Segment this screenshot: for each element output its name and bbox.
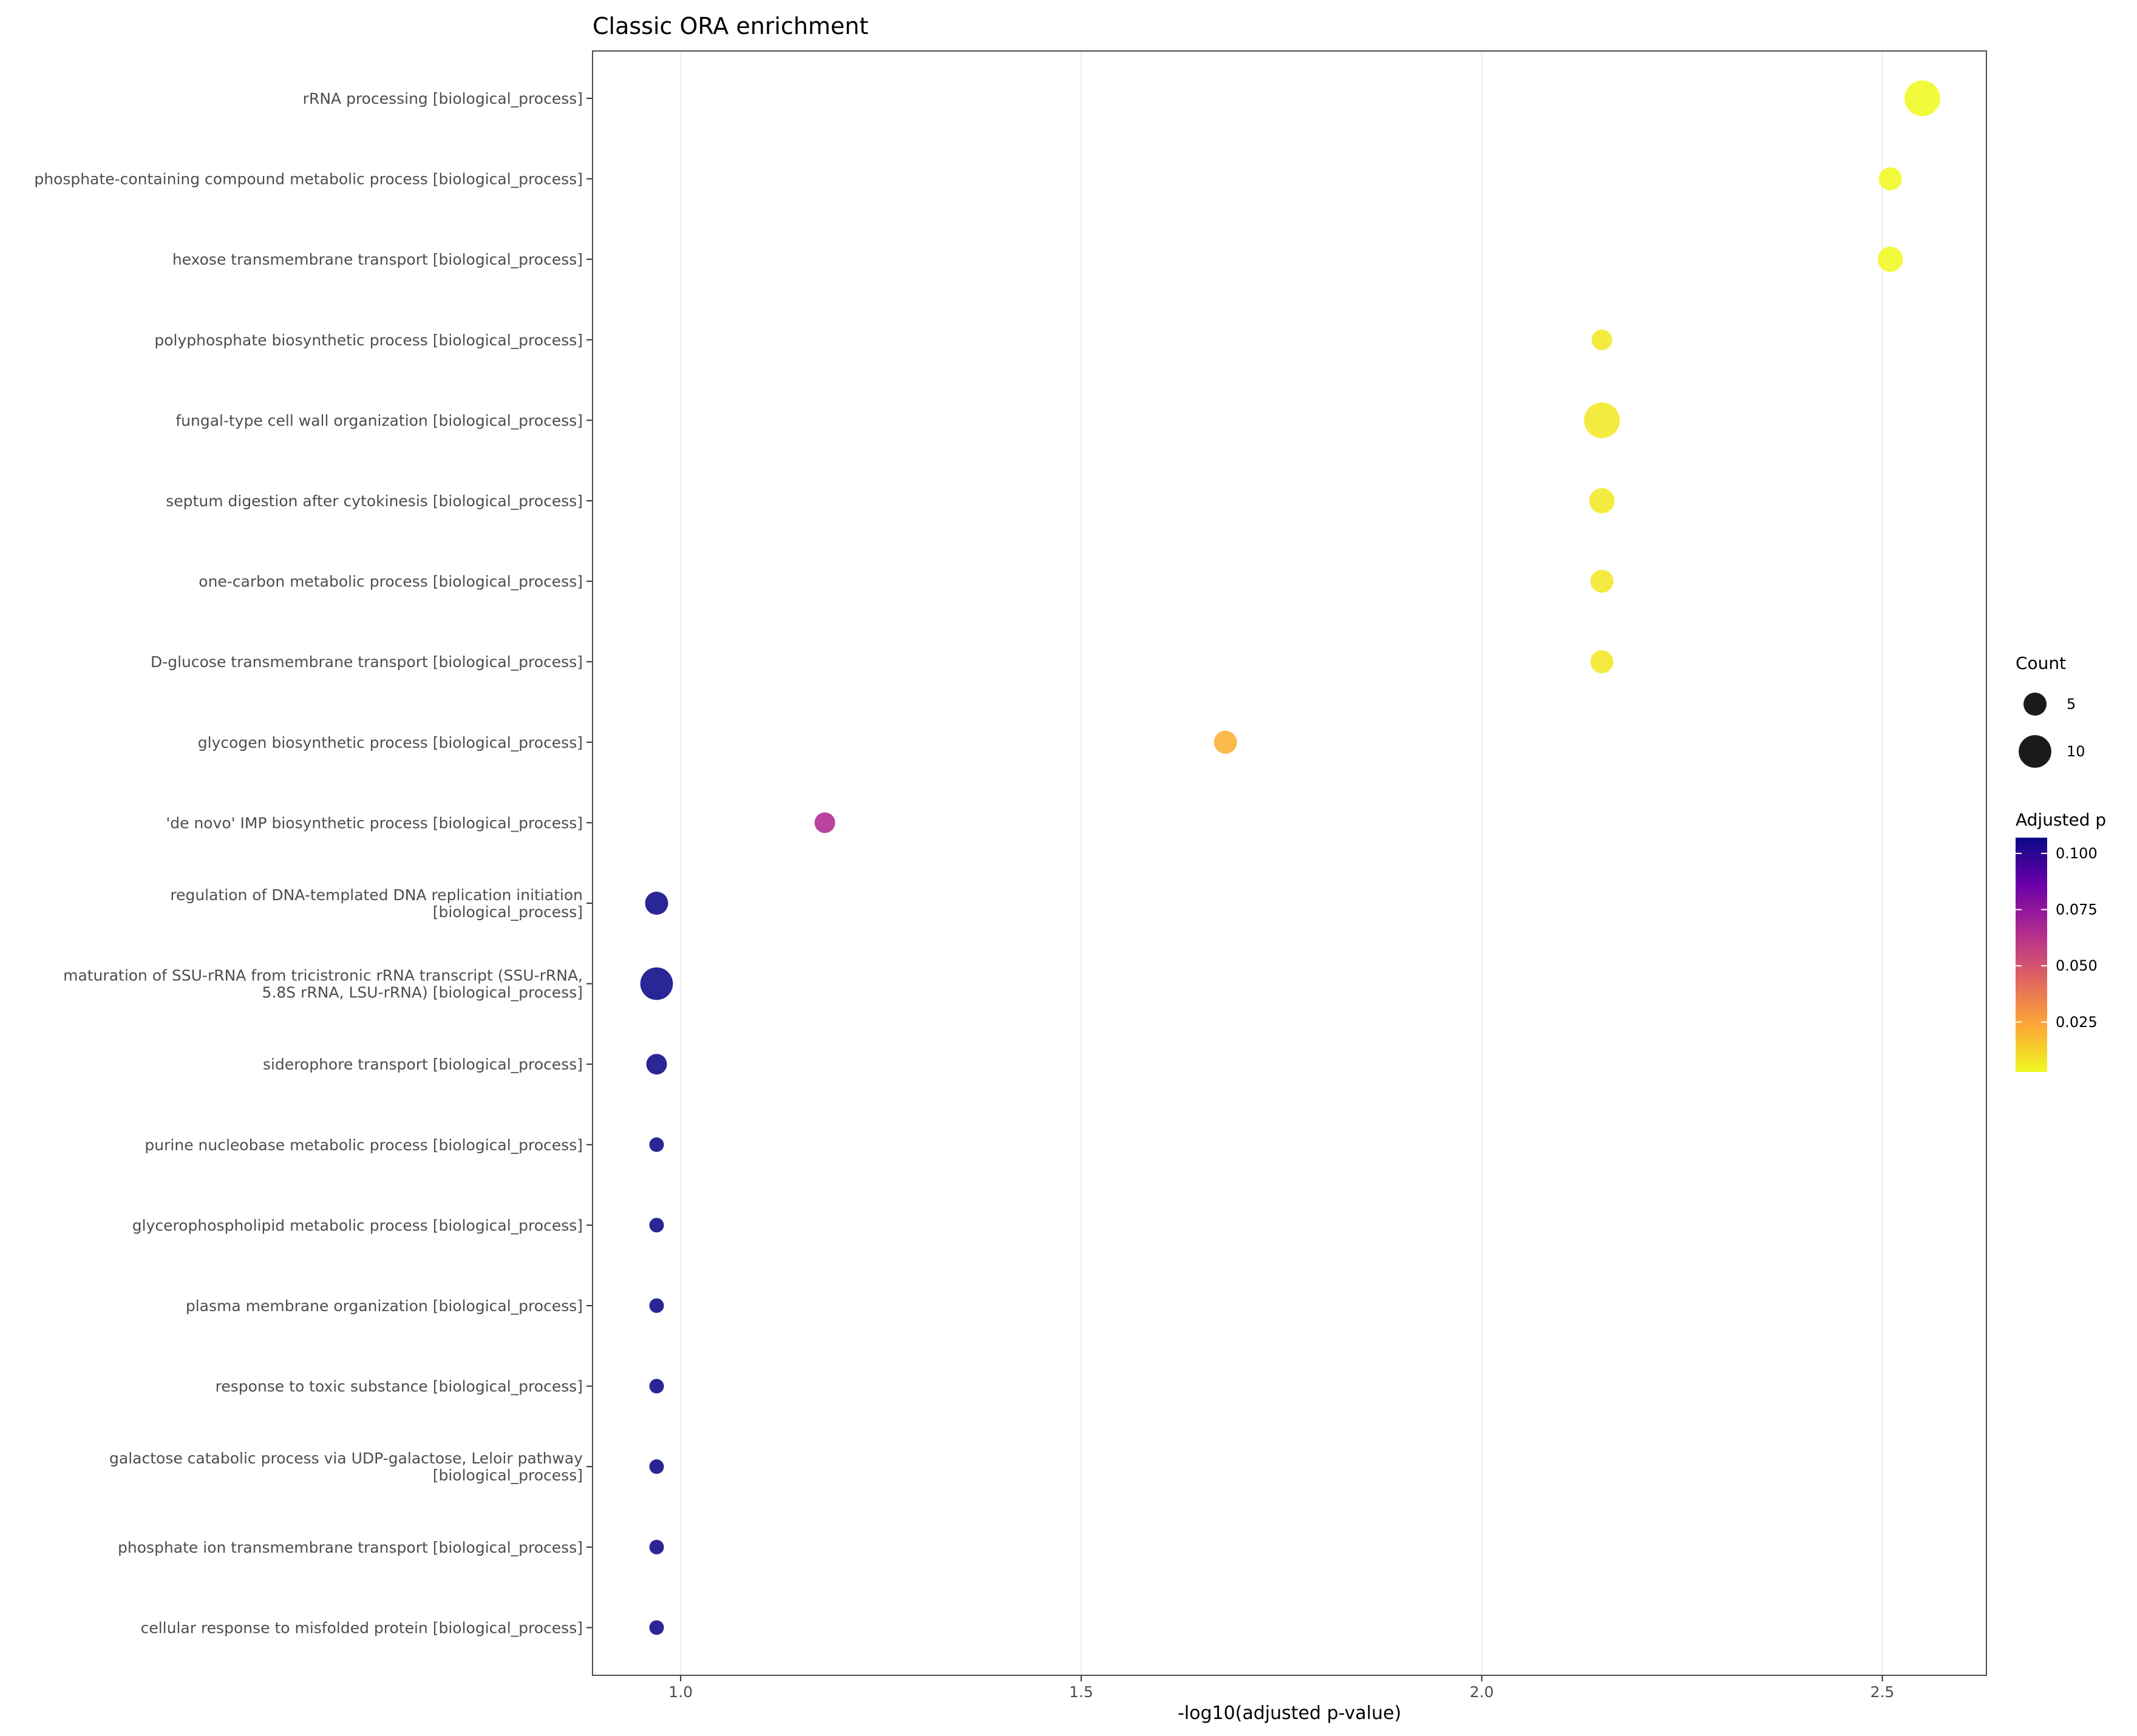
size-legend-label: 5 (2067, 696, 2076, 713)
y-tick-label: maturation of SSU-rRNA from tricistronic… (63, 967, 583, 1002)
y-tick-label-line: 'de novo' IMP biosynthetic process [biol… (166, 814, 583, 832)
x-axis-ticks (680, 1675, 1883, 1681)
data-point (1878, 167, 1902, 191)
size-legend-label: 10 (2067, 743, 2085, 760)
data-point (646, 1054, 667, 1075)
y-tick-label: rRNA processing [biological_process] (303, 90, 583, 107)
y-axis-ticks (586, 98, 593, 1629)
plot-border (592, 50, 1987, 1676)
size-legend-title: Count (2016, 653, 2066, 673)
grid-lines (680, 51, 1883, 1675)
colorbar-ticks: 0.025 0.050 0.075 0.100 (2016, 845, 2098, 1031)
y-tick-label: glycogen biosynthetic process [biologica… (198, 734, 583, 751)
data-point (1877, 246, 1903, 273)
data-point (649, 1218, 664, 1233)
data-point (649, 1620, 664, 1635)
size-legend: Count 5 10 (2016, 653, 2085, 768)
y-tick-label-line: hexose transmembrane transport [biologic… (172, 251, 583, 268)
y-tick-label-line: response to toxic substance [biological_… (216, 1378, 583, 1395)
y-tick-label: plasma membrane organization [biological… (186, 1297, 583, 1315)
data-point (645, 891, 668, 915)
y-tick-label-line: cellular response to misfolded protein [… (141, 1619, 583, 1636)
y-tick-label: galactose catabolic process via UDP-gala… (109, 1449, 583, 1484)
y-tick-label: siderophore transport [biological_proces… (263, 1056, 583, 1073)
data-point (1214, 730, 1237, 754)
colorbar (2016, 838, 2047, 1072)
y-tick-label-line: glycerophospholipid metabolic process [b… (132, 1216, 583, 1234)
data-point (1904, 80, 1940, 117)
data-point (649, 1137, 664, 1152)
y-tick-label-line: septum digestion after cytokinesis [biol… (166, 492, 583, 510)
data-point (1590, 650, 1614, 674)
data-points (640, 80, 1940, 1635)
x-tick-label: 2.5 (1870, 1683, 1895, 1701)
data-point (814, 812, 835, 833)
data-point (649, 1378, 664, 1394)
colorbar-tick-label: 0.025 (2056, 1014, 2098, 1031)
colorbar-tick-label: 0.050 (2056, 957, 2098, 974)
y-tick-label: cellular response to misfolded protein [… (141, 1619, 583, 1636)
data-point (1589, 488, 1615, 514)
y-tick-label-line: regulation of DNA-templated DNA replicat… (170, 886, 583, 904)
chart-title: Classic ORA enrichment (593, 13, 868, 39)
y-tick-label: response to toxic substance [biological_… (216, 1378, 583, 1395)
data-point (1590, 569, 1614, 593)
y-tick-label-line: siderophore transport [biological_proces… (263, 1056, 583, 1073)
y-tick-label: polyphosphate biosynthetic process [biol… (154, 331, 583, 349)
y-tick-label: glycerophospholipid metabolic process [b… (132, 1216, 583, 1234)
y-tick-label: phosphate-containing compound metabolic … (34, 171, 583, 188)
y-tick-label: phosphate ion transmembrane transport [b… (118, 1539, 583, 1556)
y-tick-label-line: [biological_process] (433, 1466, 583, 1484)
data-point (1591, 329, 1612, 350)
y-tick-label-line: one-carbon metabolic process [biological… (199, 573, 583, 591)
size-legend-key (2019, 735, 2051, 768)
size-legend-key (2023, 692, 2047, 716)
y-tick-label-line: [biological_process] (433, 903, 583, 921)
data-point (649, 1459, 664, 1474)
y-tick-label-line: plasma membrane organization [biological… (186, 1297, 583, 1315)
y-tick-label-line: phosphate ion transmembrane transport [b… (118, 1539, 583, 1556)
y-tick-label: purine nucleobase metabolic process [bio… (144, 1136, 583, 1154)
x-axis-labels: 1.0 1.5 2.0 2.5 (668, 1683, 1894, 1701)
y-tick-label: septum digestion after cytokinesis [biol… (166, 492, 583, 510)
y-tick-label: 'de novo' IMP biosynthetic process [biol… (166, 814, 583, 832)
data-point (649, 1539, 664, 1555)
color-legend-title: Adjusted p (2016, 810, 2106, 830)
y-tick-label-line: D-glucose transmembrane transport [biolo… (151, 653, 583, 671)
color-legend: Adjusted p 0.025 0.050 0.075 0.100 (2016, 810, 2106, 1072)
data-point (640, 967, 673, 1000)
colorbar-tick-label: 0.075 (2056, 901, 2098, 918)
y-tick-label-line: glycogen biosynthetic process [biologica… (198, 734, 583, 751)
y-tick-label: fungal-type cell wall organization [biol… (175, 412, 583, 429)
x-tick-label: 1.0 (668, 1683, 693, 1701)
y-tick-label: D-glucose transmembrane transport [biolo… (151, 653, 583, 671)
y-tick-label-line: fungal-type cell wall organization [biol… (175, 412, 583, 429)
y-tick-label: regulation of DNA-templated DNA replicat… (170, 886, 583, 921)
x-axis-title: -log10(adjusted p-value) (1178, 1703, 1401, 1724)
y-tick-label: hexose transmembrane transport [biologic… (172, 251, 583, 268)
colorbar-tick-label: 0.100 (2056, 845, 2098, 862)
y-tick-label-line: polyphosphate biosynthetic process [biol… (154, 331, 583, 349)
x-tick-label: 1.5 (1069, 1683, 1093, 1701)
data-point (1584, 402, 1620, 438)
y-tick-label-line: 5.8S rRNA, LSU-rRNA) [biological_process… (262, 984, 583, 1002)
y-tick-label: one-carbon metabolic process [biological… (199, 573, 583, 591)
y-tick-label-line: maturation of SSU-rRNA from tricistronic… (63, 967, 583, 985)
y-axis-labels: rRNA processing [biological_process]phos… (34, 90, 583, 1636)
y-tick-label-line: purine nucleobase metabolic process [bio… (144, 1136, 583, 1154)
size-legend-items: 5 10 (2019, 692, 2085, 768)
y-tick-label-line: phosphate-containing compound metabolic … (34, 171, 583, 188)
data-point (649, 1298, 664, 1314)
x-tick-label: 2.0 (1470, 1683, 1494, 1701)
y-tick-label-line: galactose catabolic process via UDP-gala… (109, 1449, 583, 1467)
y-tick-label-line: rRNA processing [biological_process] (303, 90, 583, 107)
plot-background (593, 51, 1986, 1675)
